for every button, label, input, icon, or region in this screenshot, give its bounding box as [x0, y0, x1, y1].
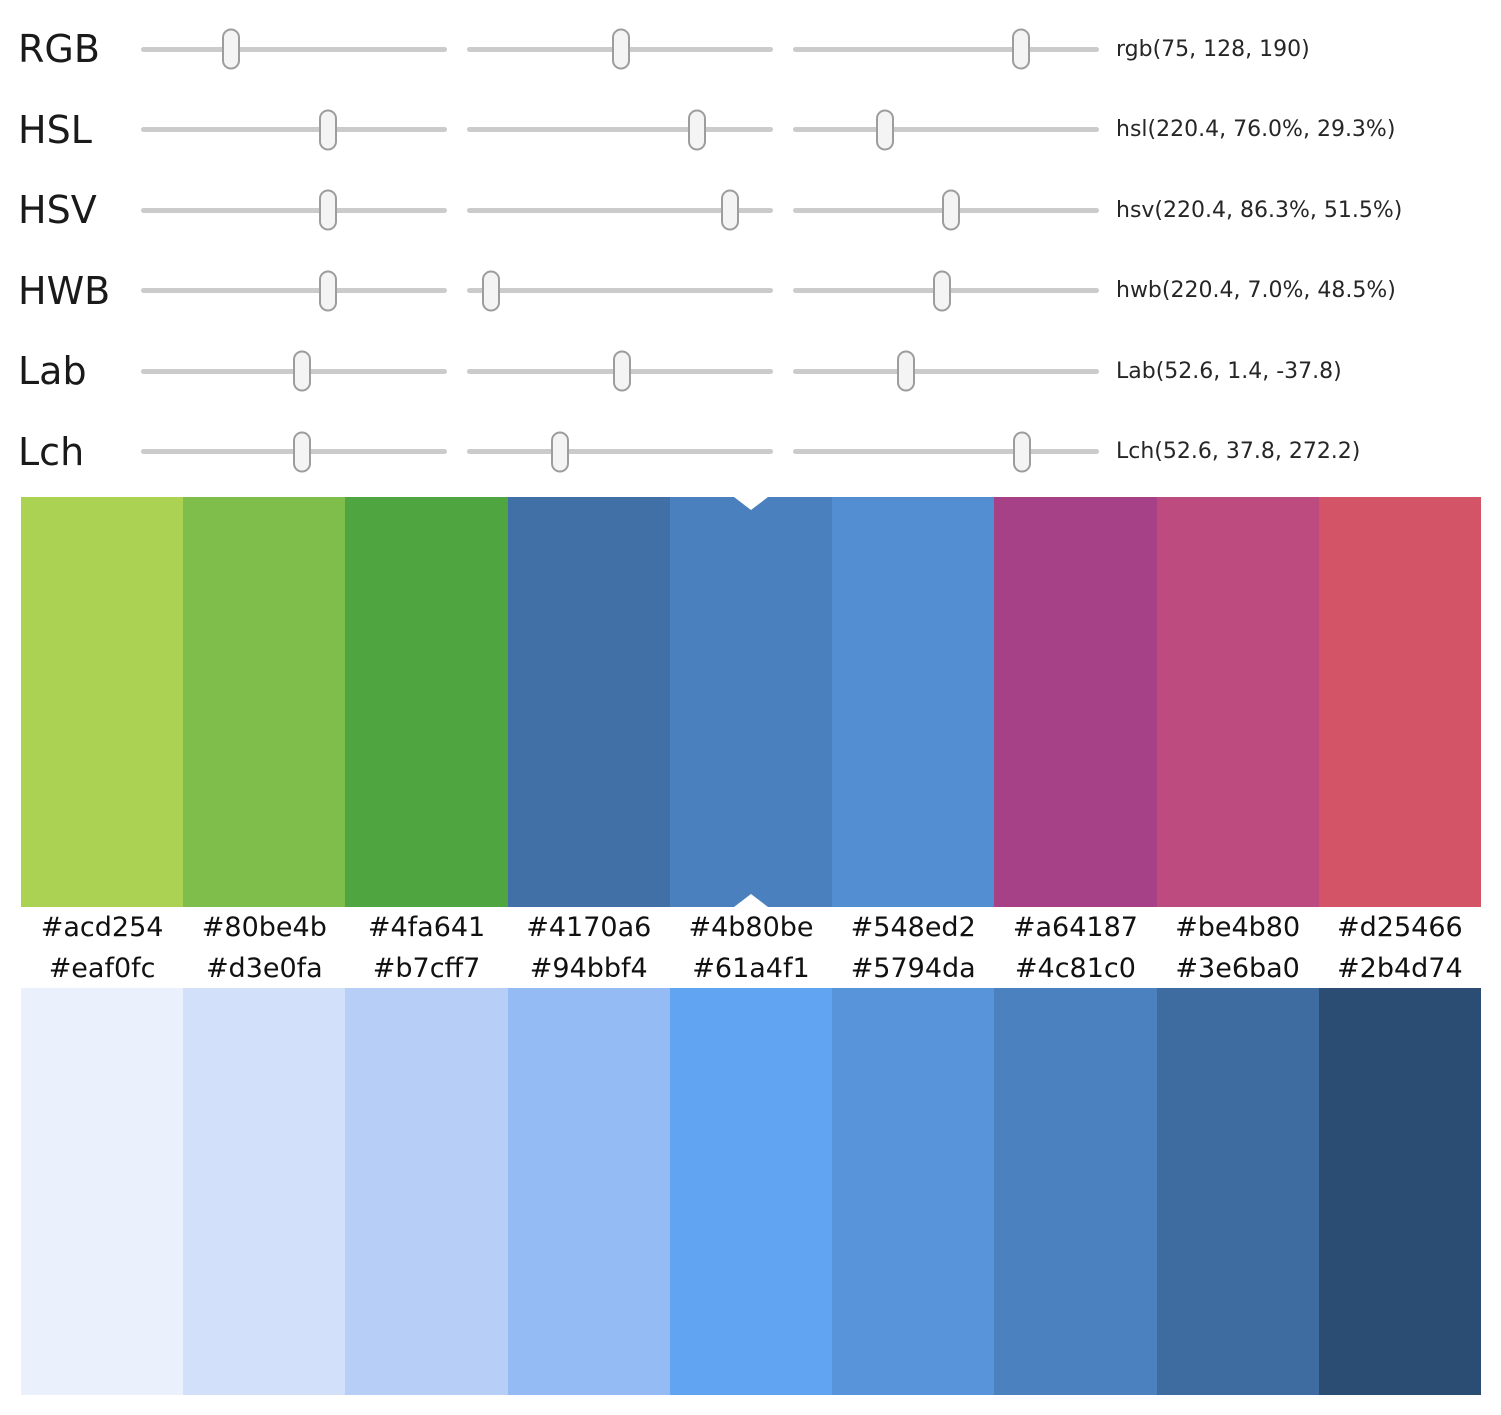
palette-top-hex-label-9: #d25466 — [1337, 911, 1463, 943]
palette-bottom-hex-label-5: #61a4f1 — [692, 953, 810, 984]
rgb-slider-track-2[interactable] — [467, 28, 773, 70]
hwb-slider-handle-2[interactable] — [482, 270, 501, 312]
lch-slider-handle-1[interactable] — [292, 431, 311, 473]
hsl-slider-track-2[interactable] — [467, 109, 773, 151]
slider-row-lab: Lab Lab(52.6, 1.4, -37.8) — [0, 331, 1501, 412]
palette-bottom-hex-label-7: #4c81c0 — [1014, 953, 1136, 984]
slider-row-rgb: RGB rgb(75, 128, 190) — [0, 9, 1501, 90]
hwb-slider-track-3[interactable] — [793, 270, 1099, 312]
hwb-slider-handle-1[interactable] — [319, 270, 338, 312]
palette-top-swatch-8[interactable] — [1156, 497, 1319, 907]
palette-top-swatch-7[interactable] — [994, 497, 1157, 907]
palette-top-hex-label-6: #548ed2 — [850, 911, 976, 943]
palette-top-hex-label-8: #be4b80 — [1175, 911, 1301, 943]
lch-slider-track-3[interactable] — [793, 431, 1099, 473]
palette-bottom-hex-label-1: #eaf0fc — [48, 953, 156, 984]
rgb-slider-handle-1[interactable] — [221, 28, 240, 70]
lab-slider-track-3[interactable] — [793, 350, 1099, 392]
lab-slider-track-2[interactable] — [467, 350, 773, 392]
palette-top-hex-label-1: #acd254 — [40, 911, 164, 943]
rgb-slider-handle-3[interactable] — [1011, 28, 1030, 70]
palette-bottom-hex-label-4: #94bbf4 — [529, 953, 648, 984]
palette-bottom-hex-label-9: #2b4d74 — [1337, 953, 1463, 984]
palette-bottom-hex-label-2: #d3e0fa — [205, 953, 323, 984]
hsv-slider-track-2[interactable] — [467, 189, 773, 231]
palette-top-swatch-3[interactable] — [345, 497, 508, 907]
selected-marker-notch-bottom-icon — [733, 894, 768, 907]
slider-row-hwb: HWB hwb(220.4, 7.0%, 48.5%) — [0, 251, 1501, 332]
slider-row-lch: Lch Lch(52.6, 37.8, 272.2) — [0, 412, 1501, 493]
palette-bottom-swatch-8[interactable] — [1156, 988, 1319, 1395]
lab-slider-handle-2[interactable] — [613, 350, 632, 392]
lab-row-label: Lab — [18, 349, 87, 394]
hwb-slider-handle-3[interactable] — [933, 270, 952, 312]
palette-bottom-swatch-6[interactable] — [832, 988, 995, 1395]
hsv-row-label: HSV — [18, 188, 97, 233]
palette-bottom-swatch-7[interactable] — [994, 988, 1157, 1395]
hsl-row-label: HSL — [18, 107, 92, 152]
hsv-slider-handle-2[interactable] — [720, 189, 739, 231]
palette-bottom-swatch-1[interactable] — [21, 988, 184, 1395]
palette-top-strip — [21, 497, 1481, 907]
palette-top-swatch-4[interactable] — [507, 497, 670, 907]
palette-bottom-swatch-4[interactable] — [507, 988, 670, 1395]
hsl-slider-handle-1[interactable] — [319, 109, 338, 151]
palette-bottom-hex-label-3: #b7cff7 — [372, 953, 481, 984]
palette-top-hex-labels: #acd254 #80be4b #4fa641 #4170a6 #4b80be #548e… — [21, 906, 1481, 948]
palette-top-swatch-9[interactable] — [1318, 497, 1481, 907]
palette-bottom-swatch-2[interactable] — [183, 988, 346, 1395]
palette-bottom-swatch-3[interactable] — [345, 988, 508, 1395]
slider-row-hsl: HSL hsl(220.4, 76.0%, 29.3%) — [0, 90, 1501, 171]
palette-top-hex-label-3: #4fa641 — [367, 911, 486, 943]
palette-top-swatch-2[interactable] — [183, 497, 346, 907]
hsv-slider-handle-3[interactable] — [941, 189, 960, 231]
palette-top-swatch-5[interactable] — [669, 497, 833, 907]
lab-slider-handle-3[interactable] — [896, 350, 915, 392]
lch-row-label: Lch — [18, 429, 85, 474]
hsl-slider-track-3[interactable] — [793, 109, 1099, 151]
palette-bottom-hex-labels: #eaf0fc #d3e0fa #b7cff7 #94bbf4 #61a4f1 #5794… — [21, 949, 1481, 988]
slider-panel: RGB rgb(75, 128, 190) HSL hsl(220.4, 76.0%,… — [0, 9, 1501, 492]
hsv-slider-handle-1[interactable] — [319, 189, 338, 231]
slider-row-hsv: HSV hsv(220.4, 86.3%, 51.5%) — [0, 170, 1501, 251]
rgb-slider-handle-2[interactable] — [611, 28, 630, 70]
rgb-value-label: rgb(75, 128, 190) — [1116, 36, 1310, 62]
lab-value-label: Lab(52.6, 1.4, -37.8) — [1116, 358, 1342, 384]
lch-slider-track-1[interactable] — [141, 431, 447, 473]
palette-bottom-swatch-5[interactable] — [669, 988, 833, 1395]
hwb-slider-track-2[interactable] — [467, 270, 773, 312]
rgb-slider-track-3[interactable] — [793, 28, 1099, 70]
hsl-slider-handle-3[interactable] — [875, 109, 894, 151]
palette-top-hex-label-7: #a64187 — [1012, 911, 1138, 943]
hsl-slider-track-1[interactable] — [141, 109, 447, 151]
hsl-slider-handle-2[interactable] — [688, 109, 707, 151]
palette-bottom-hex-label-6: #5794da — [850, 953, 976, 984]
hwb-slider-track-1[interactable] — [141, 270, 447, 312]
palette-top-hex-label-4: #4170a6 — [526, 911, 652, 943]
lch-slider-handle-2[interactable] — [551, 431, 570, 473]
lch-value-label: Lch(52.6, 37.8, 272.2) — [1116, 439, 1361, 465]
palette-top-swatch-1[interactable] — [21, 497, 184, 907]
lab-slider-handle-1[interactable] — [292, 350, 311, 392]
hwb-row-label: HWB — [18, 268, 111, 313]
hwb-value-label: hwb(220.4, 7.0%, 48.5%) — [1116, 278, 1396, 304]
palette-top-hex-label-2: #80be4b — [201, 911, 327, 943]
hsl-value-label: hsl(220.4, 76.0%, 29.3%) — [1116, 117, 1396, 143]
hsv-slider-track-3[interactable] — [793, 189, 1099, 231]
lch-slider-handle-3[interactable] — [1012, 431, 1031, 473]
lab-slider-track-1[interactable] — [141, 350, 447, 392]
hsv-slider-track-1[interactable] — [141, 189, 447, 231]
palette-bottom-swatch-9[interactable] — [1318, 988, 1481, 1395]
palette-bottom-hex-label-8: #3e6ba0 — [1175, 953, 1300, 984]
selected-marker-notch-top-icon — [733, 497, 768, 510]
palette-top-hex-label-5: #4b80be — [688, 911, 814, 943]
lch-slider-track-2[interactable] — [467, 431, 773, 473]
palette-bottom-strip — [21, 988, 1481, 1395]
palette-top-swatch-6[interactable] — [832, 497, 995, 907]
rgb-slider-track-1[interactable] — [141, 28, 447, 70]
rgb-row-label: RGB — [18, 27, 100, 72]
hsv-value-label: hsv(220.4, 86.3%, 51.5%) — [1116, 197, 1403, 223]
